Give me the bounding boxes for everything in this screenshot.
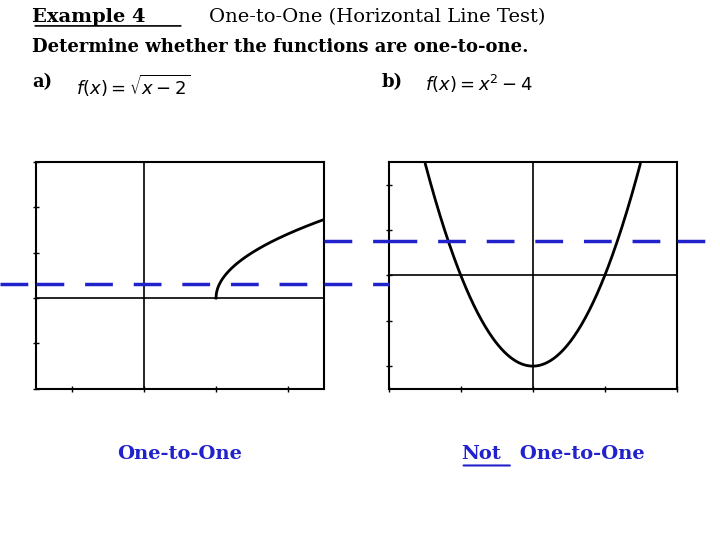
Text: One-to-One: One-to-One bbox=[513, 444, 644, 463]
Text: Not: Not bbox=[461, 444, 500, 463]
Text: $f(x)=\sqrt{x-2}$: $f(x)=\sqrt{x-2}$ bbox=[76, 73, 190, 99]
Text: One-to-One: One-to-One bbox=[117, 444, 243, 463]
Text: a): a) bbox=[32, 73, 53, 91]
Text: b): b) bbox=[382, 73, 402, 91]
Text: Determine whether the functions are one-to-one.: Determine whether the functions are one-… bbox=[32, 38, 529, 56]
Text: $f(x)=x^2-4$: $f(x)=x^2-4$ bbox=[425, 73, 533, 95]
Text: One-to-One (Horizontal Line Test): One-to-One (Horizontal Line Test) bbox=[184, 8, 545, 26]
Text: Example 4: Example 4 bbox=[32, 8, 146, 26]
